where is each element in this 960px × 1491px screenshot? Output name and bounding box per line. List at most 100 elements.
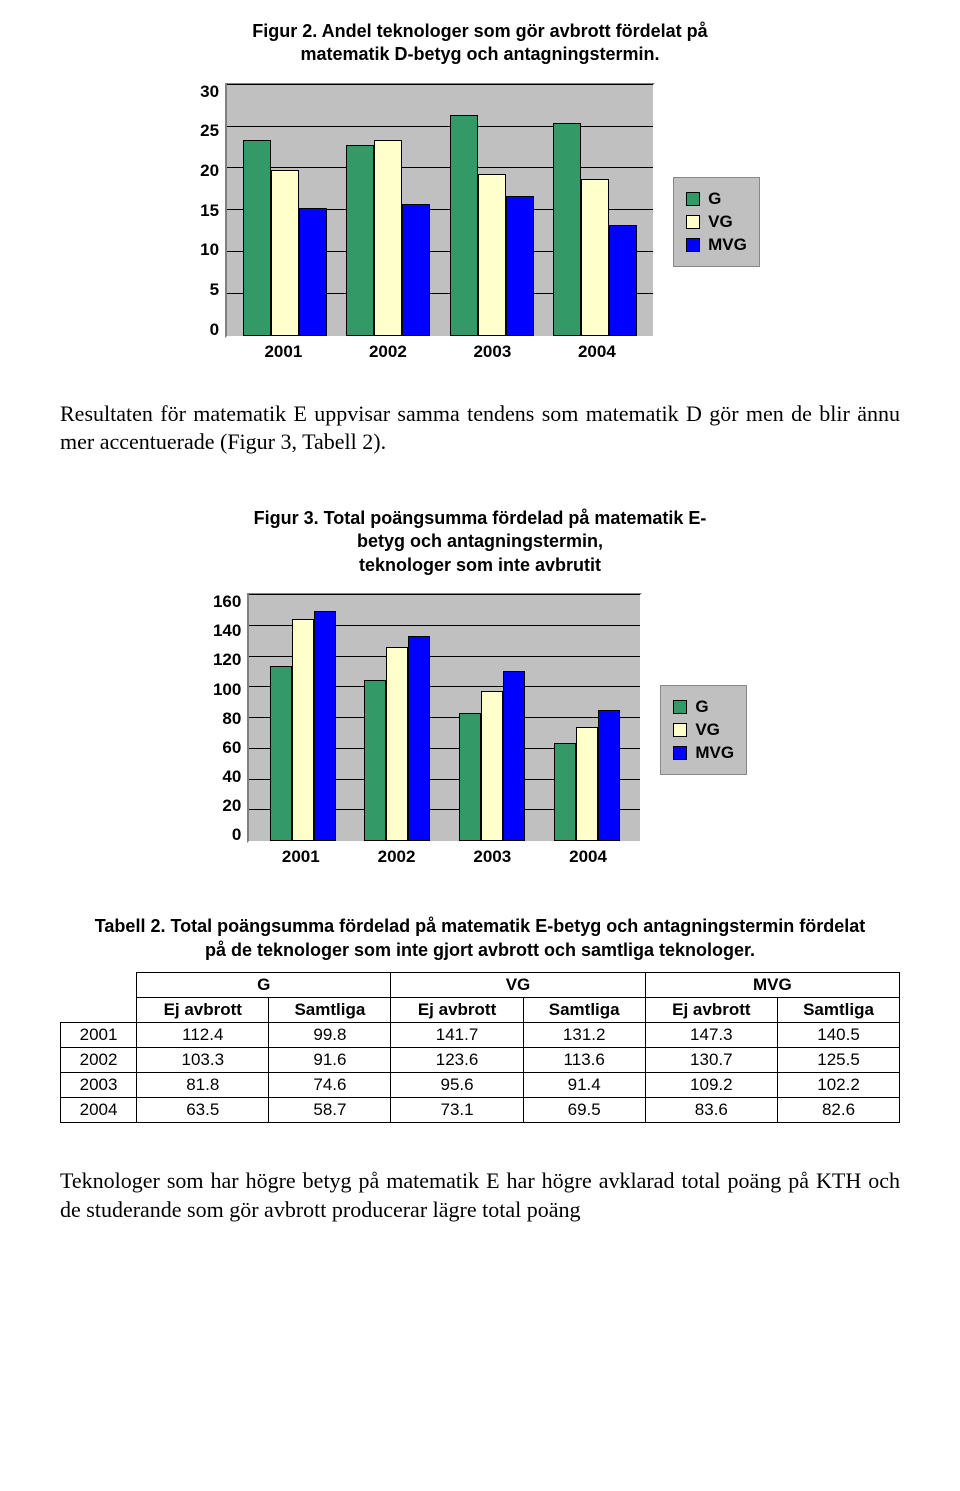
table-col-header: Ej avbrott (391, 997, 523, 1022)
table-cell: 74.6 (269, 1072, 391, 1097)
table-year-cell: 2004 (61, 1097, 137, 1122)
table-col-header: Samtliga (269, 997, 391, 1022)
table-col-header: Ej avbrott (137, 997, 269, 1022)
table-header-row: GVGMVG (61, 972, 900, 997)
bar-g (243, 140, 271, 336)
table-cell: 83.6 (645, 1097, 777, 1122)
table-cell: 140.5 (778, 1022, 900, 1047)
table-cell: 58.7 (269, 1097, 391, 1122)
table-cell: 73.1 (391, 1097, 523, 1122)
figure3-yaxis: 160140120100806040200 (213, 593, 247, 843)
table-group-header: MVG (645, 972, 899, 997)
table-group-header: G (137, 972, 391, 997)
table-cell: 91.6 (269, 1047, 391, 1072)
table-cell: 91.4 (523, 1072, 645, 1097)
bar-mvg (506, 196, 534, 336)
xtick-label: 2001 (264, 342, 302, 362)
table-cell: 109.2 (645, 1072, 777, 1097)
table-year-cell: 2002 (61, 1047, 137, 1072)
legend-label: MVG (708, 235, 747, 255)
xtick-label: 2004 (578, 342, 616, 362)
table-cell: 147.3 (645, 1022, 777, 1047)
ytick-label: 60 (222, 739, 241, 756)
bar-group (459, 671, 525, 841)
tabell2-caption: Tabell 2. Total poängsumma fördelad på m… (90, 915, 870, 962)
legend-label: VG (708, 212, 733, 232)
table-row: 2002103.391.6123.6113.6130.7125.5 (61, 1047, 900, 1072)
figure2-chart: 302520151050 2001200220032004 GVGMVG (60, 83, 900, 362)
table-row: 200381.874.695.691.4109.2102.2 (61, 1072, 900, 1097)
tabell2: GVGMVGEj avbrottSamtligaEj avbrottSamtli… (60, 972, 900, 1123)
bar-vg (576, 727, 598, 841)
bar-vg (478, 174, 506, 336)
bar-group (554, 710, 620, 841)
table-cell: 123.6 (391, 1047, 523, 1072)
xtick-label: 2001 (282, 847, 320, 867)
xtick-label: 2002 (378, 847, 416, 867)
figure2-title-l2: matematik D-betyg och antagningstermin. (300, 44, 659, 64)
legend-swatch (673, 700, 687, 714)
figure2-title-l1: Figur 2. Andel teknologer som gör avbrot… (252, 21, 707, 41)
legend-swatch (686, 238, 700, 252)
figure3-xaxis: 2001200220032004 (247, 843, 642, 867)
legend-swatch (686, 192, 700, 206)
figure2-xaxis: 2001200220032004 (225, 338, 655, 362)
ytick-label: 80 (222, 710, 241, 727)
ytick-label: 15 (200, 202, 219, 219)
legend-label: MVG (695, 743, 734, 763)
legend-swatch (673, 746, 687, 760)
legend-swatch (673, 723, 687, 737)
legend-label: G (695, 697, 708, 717)
table-col-header: Samtliga (778, 997, 900, 1022)
bar-g (346, 145, 374, 336)
figure3-title-l2: betyg och antagningstermin, (357, 531, 603, 551)
table-cell: 131.2 (523, 1022, 645, 1047)
ytick-label: 5 (210, 281, 219, 298)
ytick-label: 10 (200, 241, 219, 258)
bar-g (270, 666, 292, 841)
ytick-label: 160 (213, 593, 241, 610)
bar-mvg (299, 208, 327, 336)
legend-item: G (686, 189, 747, 209)
table-cell: 63.5 (137, 1097, 269, 1122)
legend-item: G (673, 697, 734, 717)
figure3-title: Figur 3. Total poängsumma fördelad på ma… (60, 507, 900, 577)
table-row: 2001112.499.8141.7131.2147.3140.5 (61, 1022, 900, 1047)
table-cell: 125.5 (778, 1047, 900, 1072)
table-col-header: Samtliga (523, 997, 645, 1022)
bar-vg (581, 179, 609, 336)
legend-label: VG (695, 720, 720, 740)
table-year-cell: 2001 (61, 1022, 137, 1047)
bar-mvg (609, 225, 637, 336)
bar-mvg (402, 204, 430, 336)
legend-label: G (708, 189, 721, 209)
table-subheader-row: Ej avbrottSamtligaEj avbrottSamtligaEj a… (61, 997, 900, 1022)
figure2-title: Figur 2. Andel teknologer som gör avbrot… (60, 20, 900, 67)
ytick-label: 140 (213, 622, 241, 639)
legend-swatch (686, 215, 700, 229)
bar-vg (386, 647, 408, 841)
bar-g (364, 680, 386, 841)
paragraph-2: Teknologer som har högre betyg på matema… (60, 1167, 900, 1224)
legend-item: VG (673, 720, 734, 740)
bar-mvg (598, 710, 620, 841)
table-group-header: VG (391, 972, 645, 997)
figure3-title-l1: Figur 3. Total poängsumma fördelad på ma… (254, 508, 707, 528)
bar-group (364, 636, 430, 841)
figure3-title-l3: teknologer som inte avbrutit (359, 555, 601, 575)
paragraph-1: Resultaten för matematik E uppvisar samm… (60, 400, 900, 457)
bar-group (270, 611, 336, 841)
figure2-legend: G VG MVG (673, 177, 760, 267)
ytick-label: 120 (213, 651, 241, 668)
legend-item: MVG (686, 235, 747, 255)
figure2-yaxis: 302520151050 (200, 83, 225, 338)
ytick-label: 40 (222, 768, 241, 785)
bar-g (450, 115, 478, 336)
bar-group (243, 140, 327, 336)
table-cell: 69.5 (523, 1097, 645, 1122)
table-cell: 103.3 (137, 1047, 269, 1072)
table-cell: 95.6 (391, 1072, 523, 1097)
bar-group (553, 123, 637, 336)
table-cell: 99.8 (269, 1022, 391, 1047)
bar-vg (292, 619, 314, 841)
